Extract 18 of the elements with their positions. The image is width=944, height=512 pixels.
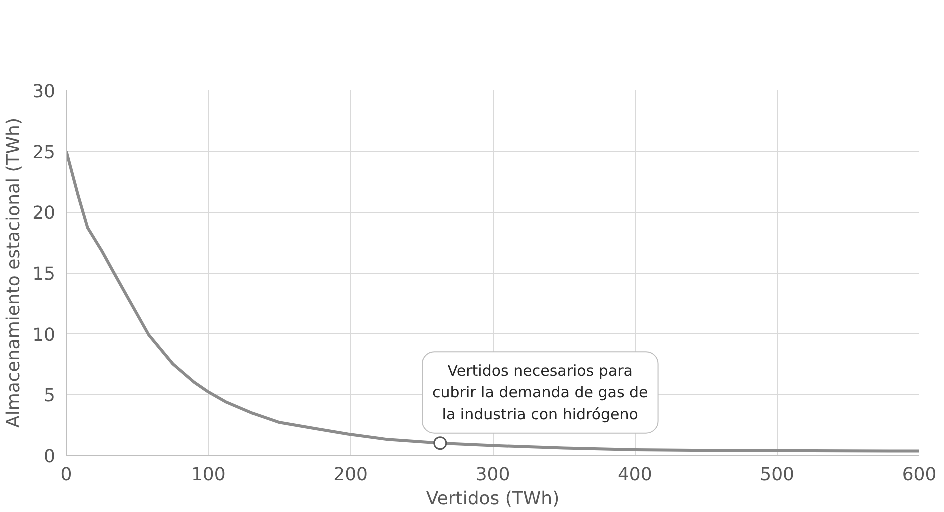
x-tick-label: 300	[476, 464, 510, 486]
y-tick-label: 10	[32, 324, 56, 346]
y-tick-label: 20	[32, 203, 56, 224]
y-tick-label: 15	[32, 264, 56, 285]
line-series	[66, 150, 920, 453]
y-tick-label: 0	[44, 446, 56, 468]
x-tick-label: 500	[760, 464, 795, 486]
annotation: Vertidos necesarios para cubrir la demanda de gas de la industria con hidrógeno	[432, 362, 648, 424]
y-tick-label: 25	[32, 142, 56, 164]
y-axis-title: Almacenamiento estacional (TWh)	[4, 118, 25, 428]
x-tick-label: 400	[618, 464, 652, 486]
x-tick-label: 200	[334, 464, 368, 486]
x-tick-label: 600	[902, 464, 937, 486]
x-tick-label: 0	[60, 464, 72, 486]
x-tick-label: 100	[191, 464, 226, 486]
y-tick-label: 5	[44, 386, 56, 407]
y-tick-label: 30	[32, 82, 56, 102]
x-axis-title: Vertidos (TWh)	[426, 488, 560, 510]
